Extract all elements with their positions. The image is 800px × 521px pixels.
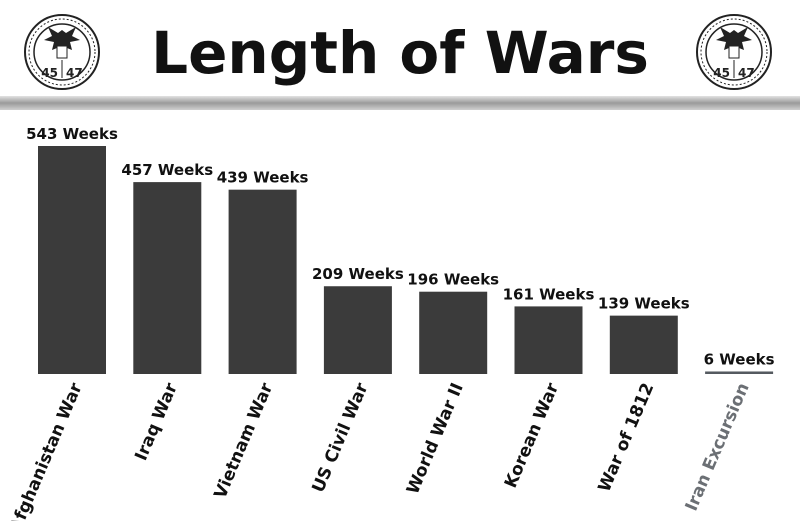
category-label: Vietnam War bbox=[211, 380, 278, 502]
seal-left-number-a: 45 bbox=[41, 66, 58, 80]
bar-value-label: 457 Weeks bbox=[121, 161, 213, 179]
bar bbox=[419, 291, 488, 374]
bar-value-label: 209 Weeks bbox=[312, 265, 404, 283]
bar-value-label: 6 Weeks bbox=[704, 350, 775, 368]
category-label: Korean War bbox=[501, 380, 563, 491]
bar-value-label: 543 Weeks bbox=[26, 125, 118, 143]
bar bbox=[705, 371, 774, 374]
seal-right-number-a: 45 bbox=[713, 66, 730, 80]
bar-value-label: 139 Weeks bbox=[598, 295, 690, 313]
bar bbox=[133, 182, 202, 374]
category-label: US Civil War bbox=[308, 380, 372, 496]
category-label: Iran Excursion bbox=[682, 380, 754, 514]
seal-right-icon: 45 47 bbox=[696, 14, 772, 90]
category-label: World War II bbox=[403, 380, 468, 497]
chart-title: Length of Wars bbox=[151, 19, 649, 87]
category-label: War of 1812 bbox=[595, 380, 659, 495]
bar bbox=[323, 286, 392, 374]
bar bbox=[38, 146, 106, 374]
bar-value-label: 161 Weeks bbox=[503, 285, 595, 303]
seal-right-number-b: 47 bbox=[738, 66, 755, 80]
bar-value-label: 196 Weeks bbox=[407, 271, 499, 289]
bar bbox=[609, 315, 678, 374]
category-label: Iraq War bbox=[131, 380, 182, 464]
bar-value-label: 439 Weeks bbox=[217, 169, 309, 187]
bar bbox=[514, 306, 583, 374]
category-label: Afghanistan War bbox=[6, 380, 87, 521]
bars-layer: 543 Weeks Afghanistan War 457 Weeks Iraq Wa… bbox=[6, 125, 775, 521]
seal-left-icon: 45 47 bbox=[24, 14, 100, 90]
header-divider-band bbox=[0, 96, 800, 110]
seal-left-number-b: 47 bbox=[66, 66, 83, 80]
bar bbox=[228, 189, 297, 374]
